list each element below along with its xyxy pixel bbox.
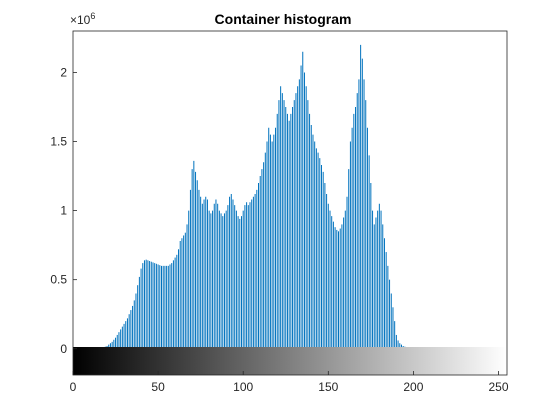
x-tick-label: 50 bbox=[151, 380, 165, 394]
x-tick-label: 200 bbox=[403, 380, 423, 394]
x-tick-label: 0 bbox=[70, 380, 77, 394]
y-exponent-base: ×10 bbox=[70, 13, 91, 27]
y-exponent-power: 6 bbox=[90, 11, 95, 21]
chart-title: Container histogram bbox=[215, 11, 352, 27]
y-tick-label: 2 bbox=[60, 65, 67, 79]
y-tick-label: 0.5 bbox=[50, 273, 67, 287]
x-tick-label: 100 bbox=[233, 380, 253, 394]
y-tick-label: 1.5 bbox=[50, 135, 67, 149]
y-exponent-label: ×106 bbox=[70, 11, 95, 27]
x-tick-label: 250 bbox=[488, 380, 508, 394]
x-tick-label: 150 bbox=[318, 380, 338, 394]
y-axis-ticks: 0 0.5 1 1.5 2 bbox=[50, 65, 77, 356]
axes-box bbox=[72, 30, 508, 376]
bar-series bbox=[103, 44, 433, 349]
grayscale-colorbar bbox=[73, 347, 507, 375]
x-axis-ticks: 0 50 100 150 200 250 bbox=[70, 371, 509, 394]
y-tick-label: 0 bbox=[60, 342, 67, 356]
plot-area bbox=[73, 31, 507, 375]
y-tick-label: 1 bbox=[60, 204, 67, 218]
